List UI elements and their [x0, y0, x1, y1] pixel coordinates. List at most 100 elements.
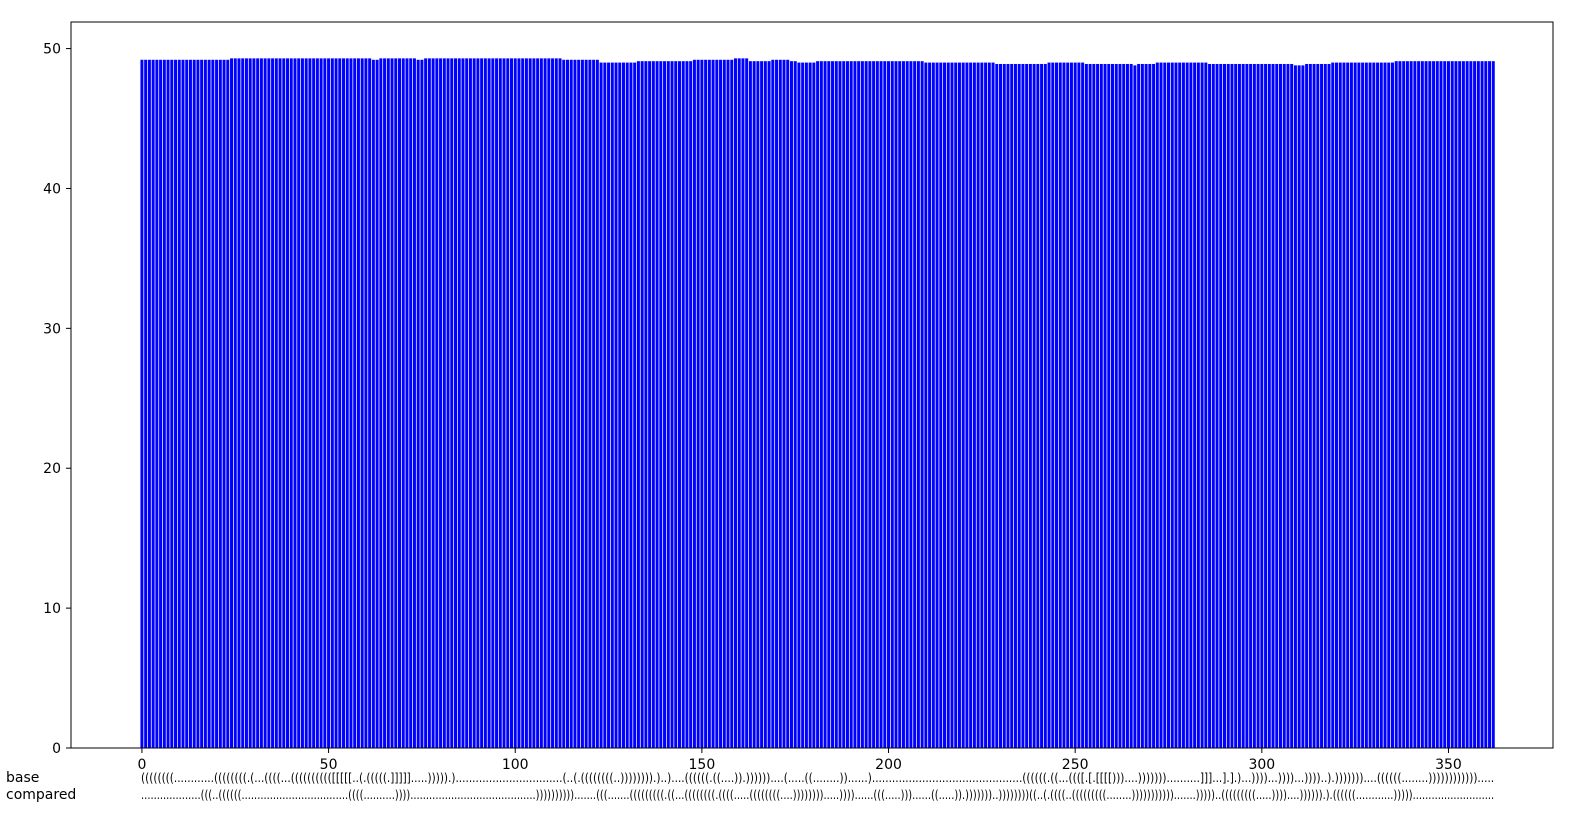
bar [334, 58, 338, 749]
bar [200, 59, 204, 748]
bar [1290, 63, 1294, 749]
bar [946, 62, 950, 748]
bar [1062, 62, 1066, 748]
bar [192, 59, 196, 748]
bar [965, 62, 969, 748]
bar [939, 62, 943, 748]
bar [1133, 65, 1137, 749]
bar [834, 61, 838, 749]
bar [1458, 61, 1462, 749]
bar [1383, 62, 1387, 748]
bar [1073, 62, 1077, 748]
bar [271, 58, 275, 749]
bar [547, 58, 551, 749]
bar [696, 59, 700, 748]
bar [1469, 61, 1473, 749]
bar [1312, 63, 1316, 749]
bar [1178, 62, 1182, 748]
bar [506, 58, 510, 749]
bar [371, 59, 375, 748]
bar [1028, 63, 1032, 749]
y-tick-label: 40 [43, 181, 61, 197]
bar [196, 59, 200, 748]
bar [1308, 63, 1312, 749]
bar [1297, 65, 1301, 749]
y-tick-label: 50 [43, 42, 61, 58]
bar [1372, 62, 1376, 748]
bar [1043, 63, 1047, 749]
bar [1096, 63, 1100, 749]
bar [827, 61, 831, 749]
bar [700, 59, 704, 748]
bar [961, 62, 965, 748]
bar [875, 61, 879, 749]
bar [584, 59, 588, 748]
bar [1021, 63, 1025, 749]
bar [342, 58, 346, 749]
bar [394, 58, 398, 749]
bar [1293, 65, 1297, 749]
bar [1435, 61, 1439, 749]
bar [1387, 62, 1391, 748]
bar [282, 58, 286, 749]
structure-row-text: ((((((((............((((((((.(...((((...… [141, 771, 1494, 785]
bar [480, 58, 484, 749]
bar [431, 58, 435, 749]
bar [338, 58, 342, 749]
bar [595, 59, 599, 748]
bar [1025, 63, 1029, 749]
bar [1245, 63, 1249, 749]
bar [177, 59, 181, 748]
bar [577, 59, 581, 748]
bar [1092, 63, 1096, 749]
bar [592, 59, 596, 748]
bar [293, 58, 297, 749]
bar [390, 58, 394, 749]
bar [1417, 61, 1421, 749]
bar [1081, 62, 1085, 748]
bar [991, 62, 995, 748]
bar [752, 61, 756, 749]
bar [1275, 63, 1279, 749]
bar [416, 59, 420, 748]
bar [162, 59, 166, 748]
bar [879, 61, 883, 749]
bar [360, 58, 364, 749]
bar [756, 61, 760, 749]
bar [819, 61, 823, 749]
bar [259, 58, 263, 749]
bar [1439, 61, 1443, 749]
bar [461, 58, 465, 749]
bar [1364, 62, 1368, 748]
bar [487, 58, 491, 749]
bar [1305, 63, 1309, 749]
bar [1125, 63, 1129, 749]
bar [256, 58, 260, 749]
bar [1103, 63, 1107, 749]
x-tick-label: 300 [1248, 757, 1275, 773]
bar [435, 58, 439, 749]
bar [1394, 61, 1398, 749]
bar [551, 58, 555, 749]
structure-row-label: compared [6, 787, 76, 803]
bar [304, 58, 308, 749]
bar [1424, 61, 1428, 749]
bar [1189, 62, 1193, 748]
bar [476, 58, 480, 749]
bar [1040, 63, 1044, 749]
bar [1465, 61, 1469, 749]
bar [1279, 63, 1282, 749]
structure-row-label: base [6, 770, 39, 786]
bar [1264, 63, 1268, 749]
bar [677, 61, 681, 749]
bar [957, 62, 961, 748]
bar [636, 61, 640, 749]
x-tick-label: 0 [137, 757, 146, 773]
bar [588, 59, 592, 748]
bar [356, 58, 360, 749]
bar [730, 59, 734, 748]
bar [1069, 62, 1073, 748]
bar [1252, 63, 1256, 749]
bar [607, 62, 611, 748]
